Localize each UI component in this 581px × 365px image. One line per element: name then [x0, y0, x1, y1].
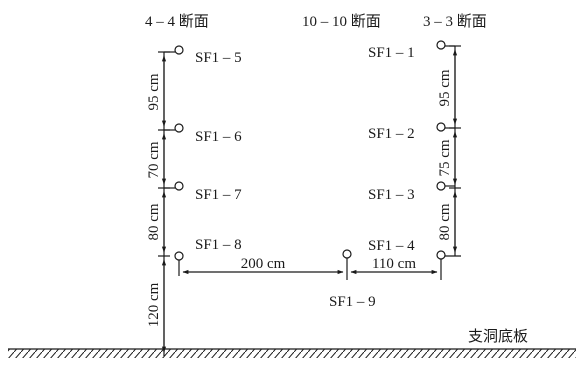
sensor-label-sf1-6: SF1 – 6: [195, 129, 242, 145]
sensor-marker-sf1-3: [436, 181, 446, 191]
sensor-marker-sf1-7: [174, 181, 184, 191]
section-label-10-10: 10 – 10 断面: [302, 13, 381, 30]
left-dimension-line: [158, 51, 180, 356]
dimension-label-right-80: 80 cm: [437, 203, 453, 240]
floor-label: 支洞底板: [468, 327, 528, 345]
sensor-label-sf1-9: SF1 – 9: [329, 294, 376, 310]
sensor-label-sf1-8: SF1 – 8: [195, 237, 242, 253]
bottom-dimension-line: [182, 258, 438, 280]
dimension-label-right-95: 95 cm: [437, 69, 453, 106]
sensor-label-sf1-5: SF1 – 5: [195, 50, 242, 66]
sensor-marker-sf1-2: [436, 122, 446, 132]
sensor-label-sf1-2: SF1 – 2: [368, 126, 415, 142]
dimension-label-left-120: 120 cm: [146, 282, 162, 327]
sensor-marker-sf1-6: [174, 123, 184, 133]
dimension-label-left-80: 80 cm: [146, 203, 162, 240]
dimension-label-right-75: 75 cm: [437, 139, 453, 176]
sensor-marker-sf1-5: [174, 45, 184, 55]
dimension-label-bottom-200: 200 cm: [241, 256, 286, 272]
sensor-label-sf1-1: SF1 – 1: [368, 45, 415, 61]
sensor-marker-sf1-8: [174, 251, 184, 261]
sensor-marker-sf1-1: [436, 40, 446, 50]
ground-hatching: [8, 348, 576, 358]
sensor-marker-sf1-9: [342, 249, 352, 259]
right-dimension-line: [440, 45, 461, 280]
dimension-label-left-95: 95 cm: [146, 73, 162, 110]
section-label-3-3: 3 – 3 断面: [423, 13, 487, 30]
sensor-label-sf1-7: SF1 – 7: [195, 187, 242, 203]
section-label-4-4: 4 – 4 断面: [145, 13, 209, 30]
sensor-label-sf1-4: SF1 – 4: [368, 238, 415, 254]
dimension-label-left-70: 70 cm: [146, 141, 162, 178]
sensor-marker-sf1-4: [436, 250, 446, 260]
sensor-label-sf1-3: SF1 – 3: [368, 187, 415, 203]
dimension-label-bottom-110: 110 cm: [372, 256, 416, 272]
